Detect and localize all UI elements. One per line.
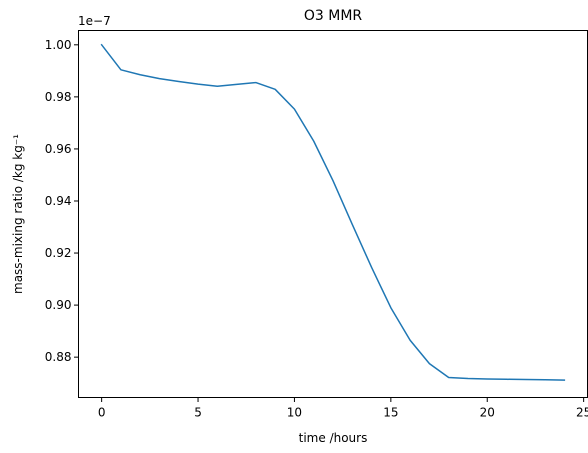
plot-frame (78, 30, 588, 398)
x-tick-label: 15 (383, 406, 398, 420)
x-tick-label: 10 (287, 406, 302, 420)
y-tick-label: 0.88 (45, 350, 72, 364)
x-tick-label: 25 (576, 406, 588, 420)
x-axis-ticks: 0 5 10 15 20 25 (98, 397, 588, 420)
y-tick-label: 1.00 (45, 38, 72, 52)
y-tick-label: 0.96 (45, 142, 72, 156)
y-tick-label: 0.90 (45, 298, 72, 312)
y-tick-label: 0.94 (45, 194, 72, 208)
y-axis-offset-label: 1e−7 (78, 14, 111, 28)
y-axis-label: mass-mixing ratio /kg kg⁻¹ (11, 134, 25, 294)
series-line (100, 43, 566, 381)
x-tick-label: 5 (194, 406, 202, 420)
y-axis-ticks: 0.88 0.90 0.92 0.94 0.96 0.98 1.00 (45, 38, 79, 364)
plot-area (100, 43, 566, 381)
x-tick-label: 20 (480, 406, 495, 420)
chart-title: O3 MMR (304, 8, 363, 24)
y-tick-label: 0.92 (45, 246, 72, 260)
x-axis-label: time /hours (299, 431, 368, 445)
x-tick-label: 0 (98, 406, 106, 420)
y-tick-label: 0.98 (45, 90, 72, 104)
